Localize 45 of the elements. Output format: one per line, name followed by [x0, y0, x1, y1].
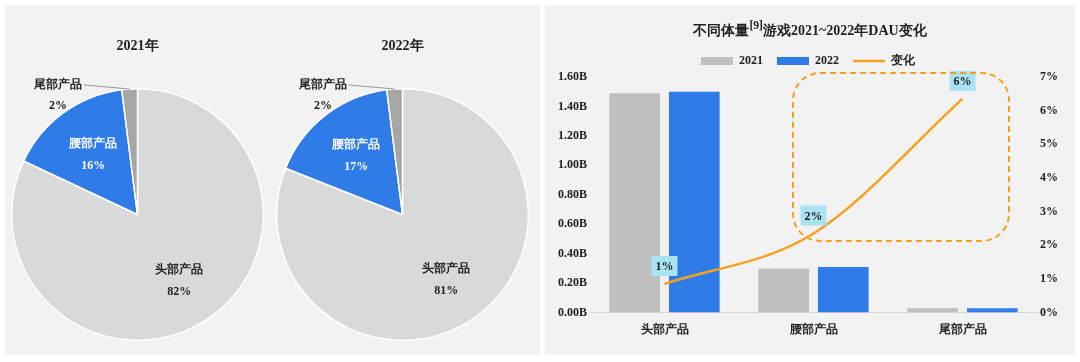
y-tick-label: 1.20B	[557, 127, 587, 142]
y-tick-label: 1.60B	[557, 69, 587, 84]
slice-label: 头部产品	[422, 261, 471, 276]
data-label: 2%	[804, 208, 823, 223]
slice-label: 头部产品	[155, 262, 204, 277]
y2-tick-label: 4%	[1040, 170, 1058, 185]
chart-title: 不同体量$^{[9]}$游戏2021~2022年DAU变化	[692, 19, 928, 40]
data-label: 2%	[314, 98, 333, 113]
chart-title: 2022年	[380, 37, 425, 55]
y-tick-label: 0.00B	[557, 304, 587, 319]
y-tick-label: 1.40B	[557, 98, 587, 113]
bar	[966, 308, 1018, 313]
y-tick-label: 0.20B	[557, 275, 587, 290]
x-tick-label: 尾部产品	[937, 321, 987, 336]
x-tick-label: 头部产品	[640, 321, 689, 336]
data-label: 2%	[49, 98, 68, 113]
y2-tick-label: 6%	[1040, 102, 1058, 117]
data-label: 82%	[167, 284, 192, 299]
bar	[907, 308, 959, 313]
data-label: 17%	[344, 158, 369, 173]
y2-tick-label: 2%	[1040, 237, 1058, 252]
y2-tick-label: 1%	[1040, 271, 1058, 286]
slice-label: 尾部产品	[33, 77, 83, 92]
y-tick-label: 1.00B	[557, 157, 587, 172]
bar	[817, 266, 869, 313]
y2-tick-label: 0%	[1040, 304, 1058, 319]
x-tick-label: 腰部产品	[788, 321, 838, 336]
data-label: 6%	[953, 73, 972, 88]
bar	[758, 268, 810, 313]
data-label: 1%	[655, 259, 674, 274]
y-tick-label: 0.80B	[557, 186, 587, 201]
data-label: 16%	[81, 157, 106, 172]
legend-label: 2021	[739, 53, 763, 68]
y-tick-label: 0.60B	[557, 216, 587, 231]
legend-label: 变化	[890, 53, 916, 68]
chart-title: 2021年	[115, 37, 160, 55]
slice-label: 腰部产品	[68, 135, 118, 150]
slice-label: 尾部产品	[298, 77, 348, 92]
y2-tick-label: 3%	[1040, 203, 1058, 218]
y2-tick-label: 7%	[1040, 69, 1058, 84]
slice-label: 腰部产品	[331, 136, 381, 151]
y-tick-label: 0.40B	[557, 245, 587, 260]
legend-label: 2022	[815, 53, 839, 68]
y2-tick-label: 5%	[1040, 136, 1058, 151]
data-label: 81%	[434, 283, 459, 298]
